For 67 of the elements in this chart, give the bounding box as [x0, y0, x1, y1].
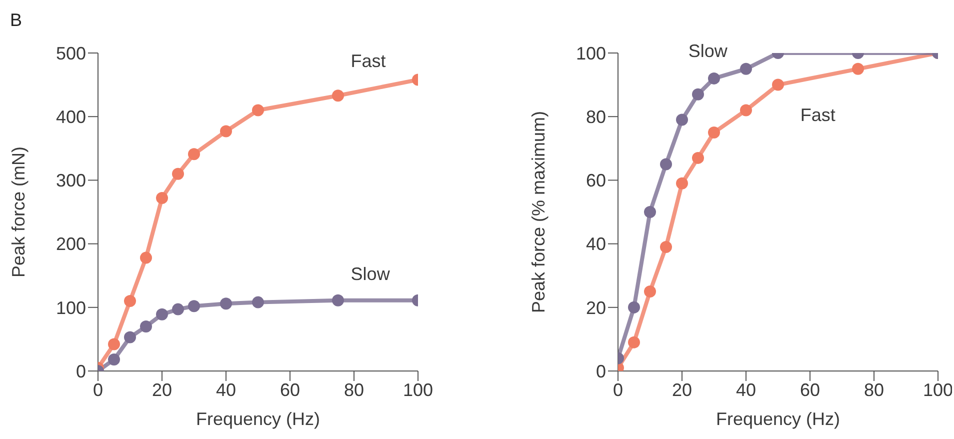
y-axis-title: Peak force (% maximum) [528, 110, 548, 314]
point [660, 158, 672, 170]
point [140, 252, 152, 264]
y-tick-label: 400 [56, 106, 86, 127]
point [332, 90, 344, 102]
point [124, 331, 136, 344]
series-label: Slow [350, 264, 390, 285]
series-label: Fast [350, 50, 386, 72]
x-tick-label: 100 [922, 380, 954, 400]
point [708, 72, 720, 84]
point [252, 296, 264, 308]
point [708, 126, 720, 138]
x-tick-label: 20 [672, 380, 692, 400]
y-tick-label: 300 [56, 170, 86, 191]
point [108, 354, 120, 366]
y-tick-label: 60 [586, 170, 606, 191]
point [140, 320, 152, 332]
y-tick-label: 100 [576, 43, 606, 64]
x-tick-label: 40 [216, 380, 236, 400]
point [660, 240, 672, 253]
point [108, 338, 120, 350]
point [740, 104, 752, 116]
point [252, 104, 264, 116]
point [740, 62, 752, 75]
x-tick-label: 20 [152, 380, 172, 400]
point [628, 301, 640, 314]
y-tick-label: 100 [56, 298, 86, 318]
point [220, 298, 232, 310]
point [852, 62, 864, 75]
x-tick-label: 40 [736, 380, 756, 400]
x-tick-label: 60 [800, 380, 820, 400]
y-axis-title: Peak force (mN) [8, 146, 28, 278]
x-tick-label: 100 [402, 380, 434, 400]
point [124, 295, 136, 308]
point [172, 303, 184, 316]
point [188, 148, 200, 160]
y-tick-label: 80 [586, 106, 606, 127]
x-tick-label: 80 [864, 380, 884, 400]
y-tick-label: 200 [56, 234, 86, 254]
x-tick-label: 0 [612, 380, 624, 400]
series-label: Slow [688, 41, 728, 62]
point [772, 78, 784, 91]
y-tick-label: 500 [56, 43, 86, 64]
point [644, 286, 656, 298]
y-tick-label: 0 [76, 361, 86, 382]
point [644, 206, 656, 218]
y-tick-label: 40 [586, 234, 606, 254]
point [220, 125, 232, 138]
point [676, 114, 688, 126]
y-tick-label: 20 [586, 298, 606, 318]
point [156, 192, 168, 204]
x-axis-title: Frequency (Hz) [196, 409, 320, 429]
point [172, 168, 184, 180]
y-tick-label: 0 [596, 361, 606, 382]
x-tick-label: 60 [280, 380, 300, 400]
point [628, 336, 640, 348]
series-label: Fast [800, 104, 836, 126]
chart-title: B [10, 10, 22, 31]
point [156, 308, 168, 320]
point [692, 152, 704, 164]
x-tick-label: 80 [344, 380, 364, 400]
point [692, 88, 704, 100]
x-tick-label: 0 [92, 380, 104, 400]
point [676, 177, 688, 190]
point [188, 300, 200, 312]
x-axis-title: Frequency (Hz) [716, 409, 840, 429]
point [332, 294, 344, 306]
